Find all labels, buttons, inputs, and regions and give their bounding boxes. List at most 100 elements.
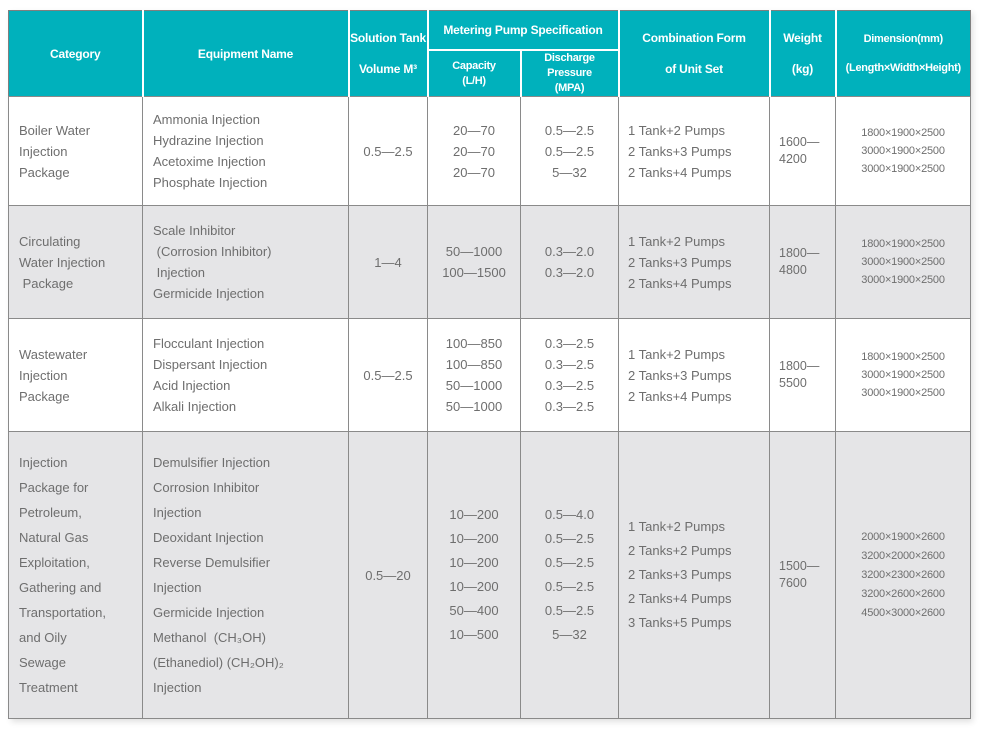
weight-cell: 1800— 5500	[769, 318, 837, 432]
category-cell-content: Wastewater Injection Package	[19, 344, 138, 407]
dimensions-cell-content: 1800×1900×2500 3000×1900×2500 3000×1900×25…	[861, 235, 945, 289]
cell-line: 3000×1900×2500	[861, 274, 945, 286]
cell-line: 10—500	[449, 627, 499, 642]
cell-line: (Ethanediol) (CH₂OH)₂	[153, 655, 284, 670]
cell-line: 100—850	[445, 336, 503, 351]
header-dimension-line2: (Length×Width×Height)	[845, 62, 962, 74]
equipment-name-cell-content: Demulsifier Injection Corrosion Inhibitor…	[153, 450, 344, 700]
cell-line: Deoxidant Injection	[153, 530, 264, 545]
cell-line: 2 Tanks+2 Pumps	[628, 543, 732, 558]
cell-line: Treatment	[19, 680, 78, 695]
cell-line: 10—200	[449, 531, 499, 546]
header-capacity-line2: (L/H)	[462, 74, 486, 87]
cell-line: (Corrosion Inhibitor)	[153, 244, 272, 259]
header-equipment-label: Equipment Name	[197, 46, 294, 61]
dimensions-cell-content: 1800×1900×2500 3000×1900×2500 3000×1900×25…	[861, 348, 945, 402]
cell-line: 1800—	[779, 246, 820, 260]
cell-line: Circulating	[19, 233, 81, 249]
category-cell-content: Injection Package for Petroleum, Natural Ga…	[19, 450, 138, 700]
cell-line: 1800×1900×2500	[861, 238, 945, 250]
category-cell: Injection Package for Petroleum, Natural Ga…	[8, 431, 143, 719]
equipment-name-cell-content: Ammonia Injection Hydrazine Injection Acet…	[153, 109, 344, 193]
cell-line: Injection	[19, 455, 68, 470]
cell-line: 0.3—2.5	[544, 357, 595, 372]
cell-line: 0.5—2.5	[544, 122, 595, 138]
cell-line: Injection	[19, 367, 68, 383]
cell-line: Acid Injection	[153, 378, 231, 393]
cell-line: 20—70	[453, 164, 495, 180]
header-row-main: Category Equipment Name Solution Tank Vo…	[8, 10, 971, 97]
cell-line: 2 Tanks+4 Pumps	[628, 275, 732, 291]
discharge-pressure-cell-content: 0.5—2.5 0.5—2.5 5—32	[525, 120, 614, 183]
capacity-cell: 10—200 10—200 10—200 10—200 50—400 10—500	[427, 431, 521, 719]
cell-line: Transportation,	[19, 605, 106, 620]
table-row: Circulating Water Injection Package Scale …	[8, 205, 972, 319]
equipment-name-cell-content: Scale Inhibitor (Corrosion Inhibitor) In…	[153, 220, 344, 304]
category-cell: Boiler Water Injection Package	[8, 96, 143, 206]
combination-form-cell-content: 1 Tank+2 Pumps 2 Tanks+2 Pumps 2 Tanks+3 P…	[628, 515, 765, 635]
cell-line: Package	[19, 275, 74, 291]
cell-line: 0.3—2.0	[544, 265, 595, 280]
cell-line: 4800	[779, 263, 807, 277]
header-weight-line2: (kg)	[791, 62, 814, 76]
header-category-label: Category	[50, 46, 101, 61]
cell-line: 10—200	[449, 555, 499, 570]
cell-line: 0.3—2.5	[544, 336, 595, 351]
weight-cell-content: 1500— 7600	[779, 558, 831, 592]
cell-line: 2 Tanks+3 Pumps	[628, 567, 732, 582]
tank-volume-cell: 1—4	[348, 205, 428, 319]
cell-line: Injection	[153, 505, 202, 520]
cell-line: 3000×1900×2500	[861, 163, 945, 175]
category-cell: Wastewater Injection Package	[8, 318, 143, 432]
table-body: Boiler Water Injection Package Ammonia Inje…	[8, 96, 972, 719]
injection-package-spec-table: Category Equipment Name Solution Tank Vo…	[8, 10, 972, 719]
table-row: Injection Package for Petroleum, Natural Ga…	[8, 431, 972, 719]
dimensions-cell-content: 1800×1900×2500 3000×1900×2500 3000×1900×25…	[861, 124, 945, 178]
dimensions-cell: 1800×1900×2500 3000×1900×2500 3000×1900×25…	[835, 318, 972, 432]
dimensions-cell: 1800×1900×2500 3000×1900×2500 3000×1900×25…	[835, 96, 972, 206]
cell-line: 0.3—2.5	[544, 399, 595, 414]
header-category: Category	[8, 10, 143, 97]
header-combination-line1: Combination Form	[642, 31, 746, 45]
cell-line: Alkali Injection	[153, 399, 237, 414]
cell-line: 2 Tanks+3 Pumps	[628, 367, 732, 383]
cell-line: 5—32	[552, 164, 587, 180]
weight-cell-content: 1800— 4800	[779, 245, 831, 279]
capacity-cell: 20—70 20—70 20—70	[427, 96, 521, 206]
dimensions-cell: 2000×1900×2600 3200×2000×2600 3200×2300×26…	[835, 431, 972, 719]
equipment-name-cell: Flocculant Injection Dispersant Injection…	[142, 318, 349, 432]
cell-line: 7600	[779, 576, 807, 590]
cell-line: Natural Gas	[19, 530, 89, 545]
cell-line: 1500—	[779, 559, 820, 573]
header-weight-line1: Weight	[783, 31, 822, 45]
cell-line: 0.5—2.5	[363, 367, 413, 383]
cell-line: 3000×1900×2500	[861, 387, 945, 399]
discharge-pressure-cell-content: 0.3—2.5 0.3—2.5 0.3—2.5 0.3—2.5	[525, 333, 614, 417]
cell-line: Package	[19, 164, 70, 180]
cell-line: 2 Tanks+4 Pumps	[628, 591, 732, 606]
cell-line: Corrosion Inhibitor	[153, 480, 260, 495]
cell-line: Injection	[19, 143, 68, 159]
cell-line: Reverse Demulsifier	[153, 555, 271, 570]
cell-line: 3000×1900×2500	[861, 256, 945, 268]
cell-line: 2 Tanks+3 Pumps	[628, 143, 732, 159]
cell-line: 1—4	[374, 254, 402, 270]
cell-line: 2 Tanks+4 Pumps	[628, 388, 732, 404]
header-equipment-name: Equipment Name	[141, 10, 349, 97]
cell-line: 0.3—2.5	[544, 378, 595, 393]
cell-line: 20—70	[453, 122, 495, 138]
capacity-cell-content: 20—70 20—70 20—70	[432, 120, 516, 183]
combination-form-cell: 1 Tank+2 Pumps 2 Tanks+3 Pumps 2 Tanks+4 P…	[618, 205, 771, 319]
header-capacity-line1: Capacity	[452, 59, 496, 72]
tank-volume-cell-content: 0.5—2.5	[353, 365, 423, 386]
cell-line: Gathering and	[19, 580, 102, 595]
cell-line: 10—200	[449, 507, 499, 522]
discharge-pressure-cell: 0.5—4.0 0.5—2.5 0.5—2.5 0.5—2.5 0.5—2.5 5—32	[519, 431, 620, 719]
cell-line: 2 Tanks+4 Pumps	[628, 164, 732, 180]
cell-line: 50—400	[449, 603, 499, 618]
cell-line: 5—32	[552, 627, 587, 642]
cell-line: Boiler Water	[19, 122, 91, 138]
cell-line: 3200×2300×2600	[861, 568, 945, 581]
capacity-cell-content: 100—850 100—850 50—1000 50—1000	[432, 333, 516, 417]
tank-volume-cell-content: 1—4	[353, 252, 423, 273]
